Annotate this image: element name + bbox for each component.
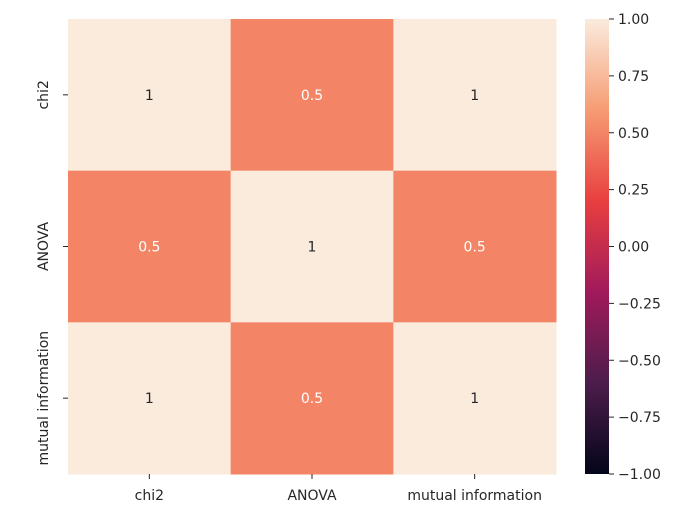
cell-value-label: 1 (470, 391, 479, 407)
heatmap-cells: 1 0.5 1 0.5 1 0.5 1 0.5 1 (68, 19, 557, 475)
heatmap-cell (393, 19, 557, 172)
cell-value-label: 0.5 (301, 391, 323, 407)
heatmap-cell (230, 170, 394, 323)
colorbar-tick-label: 0.50 (618, 126, 649, 142)
colorbar (585, 19, 609, 474)
cell-value-label: 0.5 (464, 240, 486, 256)
y-axis: chi2 ANOVA mutual information (36, 80, 68, 465)
cell-value-label: 0.5 (138, 240, 160, 256)
colorbar-tick-label: 0.25 (618, 183, 649, 199)
x-axis: chi2 ANOVA mutual information (135, 474, 542, 504)
heatmap-cell (68, 19, 232, 172)
x-tick-label: chi2 (135, 488, 164, 504)
heatmap-cell (68, 322, 232, 475)
colorbar-tick-label: 1.00 (618, 12, 649, 28)
y-tick-label: ANOVA (36, 222, 52, 272)
colorbar-tick-label: 0.75 (618, 69, 649, 85)
y-tick-label: mutual information (36, 331, 52, 466)
colorbar-tick-label: −1.00 (618, 467, 661, 483)
cell-value-label: 1 (145, 88, 154, 104)
heatmap-cell (393, 322, 557, 475)
x-tick-label: ANOVA (287, 488, 337, 504)
y-tick-label: chi2 (36, 80, 52, 109)
cell-value-label: 0.5 (301, 88, 323, 104)
heatmap-cell (230, 19, 394, 172)
heatmap-cell (393, 170, 557, 323)
colorbar-tick-label: −0.75 (618, 410, 661, 426)
heatmap-cell (230, 322, 394, 475)
cell-value-label: 1 (308, 240, 317, 256)
colorbar-tick-label: −0.25 (618, 296, 661, 312)
colorbar-ticks: 1.00 0.75 0.50 0.25 0.00 −0.25 −0.50 −0.75 −1.00 (609, 12, 661, 483)
cell-value-label: 1 (470, 88, 479, 104)
heatmap-cell (68, 170, 232, 323)
x-tick-label: mutual information (407, 488, 542, 504)
colorbar-tick-label: −0.50 (618, 353, 661, 369)
cell-value-label: 1 (145, 391, 154, 407)
colorbar-tick-label: 0.00 (618, 240, 649, 256)
